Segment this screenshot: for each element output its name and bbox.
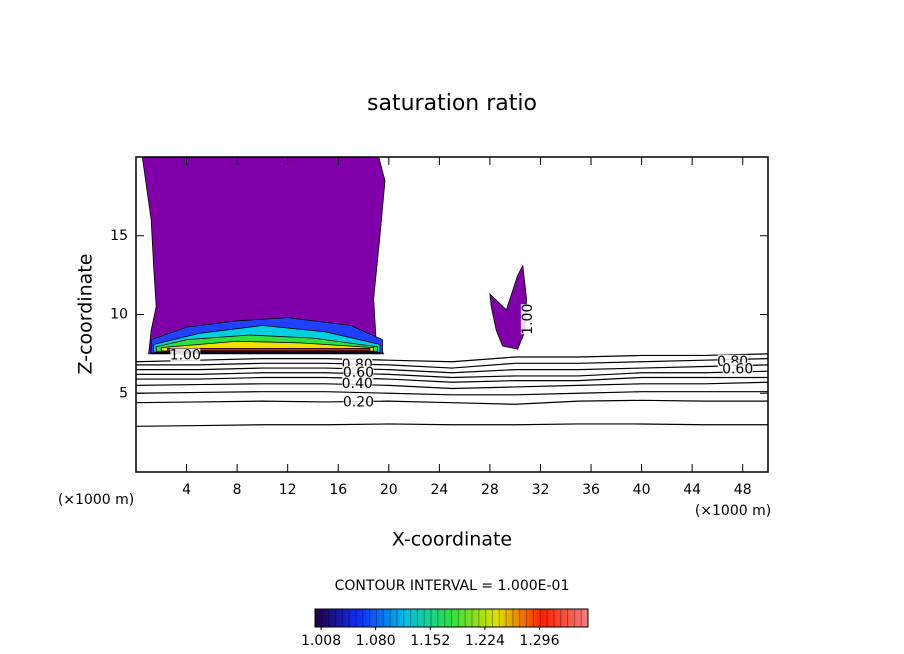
contour-line [136, 399, 768, 405]
x-tick-label: 20 [380, 482, 398, 498]
contour-label-bg [343, 395, 374, 410]
y-tick-label: 10 [110, 307, 128, 323]
y-axis-label: Z-coordinate [75, 254, 97, 375]
contour-line [136, 376, 768, 383]
colorbar-tick-label: 1.224 [465, 633, 505, 649]
y-tick-label: 15 [110, 228, 128, 244]
filled-region [141, 157, 386, 355]
plot-area [136, 157, 768, 427]
contour-label: 0.40 [342, 376, 373, 392]
contour-interval: CONTOUR INTERVAL = 1.000E-01 [335, 578, 570, 594]
x-tick-label: 28 [481, 482, 499, 498]
contour-line [136, 370, 768, 379]
y-unit: (×1000 m) [58, 492, 134, 508]
x-tick-label: 36 [582, 482, 600, 498]
contour-line [136, 381, 768, 390]
contour-line [136, 358, 768, 369]
chart-title: saturation ratio [367, 91, 537, 116]
contour-label-bg [342, 376, 373, 391]
filled-region [167, 347, 371, 352]
x-tick-label: 16 [329, 482, 347, 498]
colorbar [314, 608, 589, 628]
contour-label-bg [520, 304, 535, 335]
contour-line [136, 353, 768, 363]
x-tick-label: 40 [633, 482, 651, 498]
x-tick-label: 32 [532, 482, 550, 498]
colorbar-tick-label: 1.296 [519, 633, 559, 649]
colorbar-tick-label: 1.080 [356, 633, 396, 649]
contour-label: 1.00 [520, 304, 536, 335]
x-tick-label: 44 [683, 482, 701, 498]
x-tick-label: 8 [233, 482, 242, 498]
x-tick-label: 12 [279, 482, 297, 498]
x-tick-label: 4 [182, 482, 191, 498]
x-axis-label: X-coordinate [392, 529, 512, 551]
colorbar-tick-label: 1.008 [301, 633, 341, 649]
contour-line [136, 423, 768, 427]
y-tick-label: 5 [119, 385, 128, 401]
contour-label: 1.00 [170, 347, 201, 363]
contour-label: 0.60 [343, 365, 374, 381]
contour-line [136, 391, 768, 396]
colorbar-tick-label: 1.152 [410, 633, 450, 649]
contour-label: 0.20 [343, 395, 374, 411]
x-tick-label: 48 [734, 482, 752, 498]
contour-label: 0.60 [722, 362, 753, 378]
contour-label-bg [343, 365, 374, 380]
x-unit: (×1000 m) [695, 503, 771, 519]
contour-line [136, 364, 768, 374]
x-tick-label: 24 [430, 482, 448, 498]
contour-label-bg [722, 362, 753, 377]
contour-label-bg [170, 348, 201, 363]
